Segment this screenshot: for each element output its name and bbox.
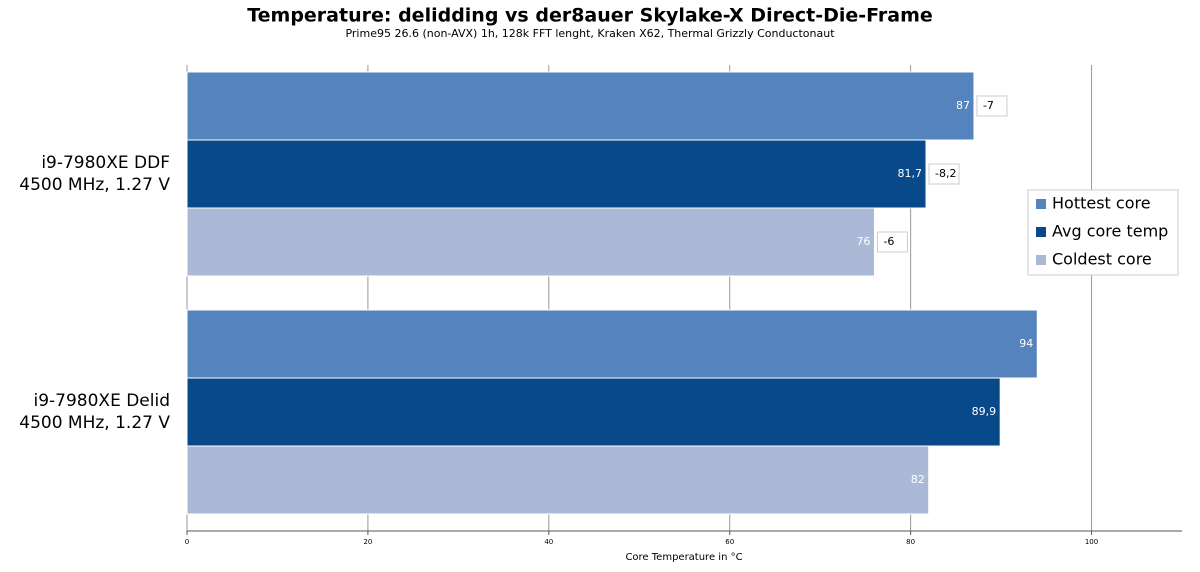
delta-box [876, 231, 908, 253]
chart-title: Temperature: delidding vs der8auer Skyla… [247, 5, 933, 27]
legend-label: Coldest core [1052, 250, 1152, 269]
y-tick-label: i9-7980XE DDF [41, 153, 170, 173]
legend-label: Avg core temp [1052, 222, 1168, 241]
value-label: 89,9 [972, 405, 997, 418]
x-axis-label: Core Temperature in °C [625, 552, 742, 563]
delta-label: -6 [883, 235, 894, 248]
value-label: 87 [956, 99, 970, 112]
bar [186, 139, 927, 209]
legend-box [1027, 189, 1179, 276]
bar [186, 71, 975, 141]
value-label: 81,7 [898, 167, 923, 180]
chart-subtitle: Prime95 26.6 (non-AVX) 1h, 128k FFT leng… [345, 27, 835, 40]
bar [186, 445, 930, 515]
bar [186, 207, 875, 277]
value-label: 94 [1019, 337, 1033, 350]
bar [186, 309, 1038, 379]
y-tick-label: 4500 MHz, 1.27 V [19, 413, 170, 433]
delta-label: -7 [983, 99, 994, 112]
delta-box [976, 95, 1008, 117]
y-tick-label: 4500 MHz, 1.27 V [19, 175, 170, 195]
x-tick-label: 40 [544, 538, 553, 546]
value-label: 82 [911, 473, 925, 486]
legend-swatch [1036, 227, 1046, 237]
legend-swatch [1036, 255, 1046, 265]
x-tick-label: 60 [725, 538, 734, 546]
delta-box [928, 163, 960, 185]
value-label: 76 [856, 235, 870, 248]
legend-swatch [1036, 199, 1046, 209]
bar [186, 377, 1001, 447]
y-tick-label: i9-7980XE Delid [33, 391, 170, 411]
delta-label: -8,2 [935, 167, 956, 180]
x-tick-label: 80 [906, 538, 915, 546]
x-tick-label: 100 [1085, 538, 1098, 546]
x-tick-label: 20 [363, 538, 372, 546]
legend-label: Hottest core [1052, 194, 1151, 213]
x-tick-label: 0 [185, 538, 189, 546]
